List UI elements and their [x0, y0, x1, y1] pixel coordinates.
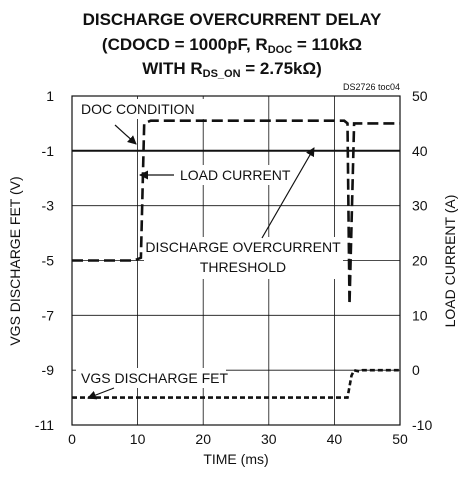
y-right-tick-label: 20	[412, 253, 428, 269]
figure-id: DS2726 toc04	[343, 82, 400, 92]
x-tick-label: 30	[261, 431, 277, 447]
y-right-tick-labels: 50 40 30 20 10 0 -10	[412, 88, 432, 433]
y-axis-right-label: LOAD CURRENT (A)	[442, 195, 458, 328]
y-left-tick-label: -1	[42, 143, 55, 159]
annotation-vgs-fet: VGS DISCHARGE FET	[81, 370, 228, 386]
y-right-tick-label: -10	[412, 417, 432, 433]
annotation-doc-condition-arrow	[115, 125, 136, 144]
y-right-tick-label: 30	[412, 198, 428, 214]
x-tick-label: 20	[195, 431, 211, 447]
y-left-tick-labels: 1 -1 -3 -5 -7 -9 -11	[35, 88, 54, 433]
x-tick-labels: 0 10 20 30 40 50	[68, 431, 408, 447]
x-tick-label: 0	[68, 431, 76, 447]
x-axis-label: TIME (ms)	[203, 451, 268, 467]
annotation-threshold-line2: THRESHOLD	[200, 259, 286, 275]
y-left-tick-label: -7	[42, 307, 55, 323]
annotation-threshold-arrow	[262, 148, 314, 238]
annotation-doc-condition: DOC CONDITION	[81, 101, 195, 117]
y-left-tick-label: -3	[42, 198, 55, 214]
y-left-tick-label: -9	[42, 362, 55, 378]
annotation-load-current: LOAD CURRENT	[180, 167, 291, 183]
y-left-tick-label: -11	[35, 417, 54, 433]
annotation-threshold-line1: DISCHARGE OVERCURRENT	[145, 239, 341, 255]
y-right-tick-label: 40	[412, 143, 428, 159]
y-axis-left-label: VGS DISCHARGE FET (V)	[7, 176, 23, 345]
chart-title-line2: (CDOCD = 1000pF, RDOC = 110kΩ	[102, 35, 362, 56]
chart-title-line1: DISCHARGE OVERCURRENT DELAY	[83, 10, 382, 29]
y-right-tick-label: 50	[412, 88, 428, 104]
chart-title-line3: WITH RDS_ON = 2.75kΩ)	[142, 59, 322, 80]
y-left-tick-label: 1	[46, 88, 54, 104]
y-right-tick-label: 10	[412, 307, 428, 323]
y-right-tick-label: 0	[412, 362, 420, 378]
y-left-tick-label: -5	[42, 253, 55, 269]
x-tick-label: 40	[327, 431, 343, 447]
x-tick-label: 50	[392, 431, 408, 447]
x-tick-label: 10	[130, 431, 146, 447]
